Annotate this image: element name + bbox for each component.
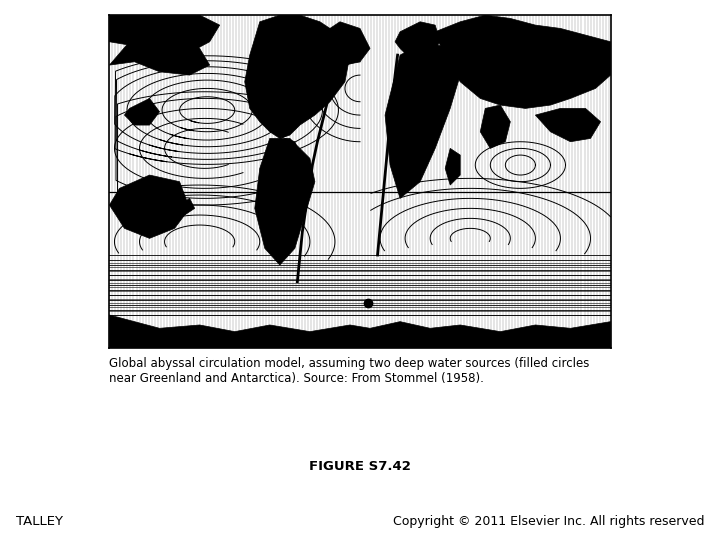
Polygon shape	[395, 22, 440, 62]
Polygon shape	[109, 175, 189, 238]
Polygon shape	[280, 138, 300, 165]
Polygon shape	[445, 148, 460, 185]
Polygon shape	[320, 22, 370, 65]
Text: Global abyssal circulation model, assuming two deep water sources (filled circle: Global abyssal circulation model, assumi…	[109, 357, 590, 386]
Text: FIGURE S7.42: FIGURE S7.42	[309, 460, 411, 473]
Polygon shape	[245, 15, 350, 138]
Text: TALLEY: TALLEY	[16, 515, 63, 528]
Polygon shape	[435, 15, 611, 109]
Polygon shape	[109, 315, 611, 348]
Polygon shape	[109, 15, 220, 55]
Polygon shape	[179, 198, 194, 215]
Polygon shape	[385, 42, 460, 198]
Polygon shape	[480, 105, 510, 148]
Text: Copyright © 2011 Elsevier Inc. All rights reserved: Copyright © 2011 Elsevier Inc. All right…	[392, 515, 704, 528]
Polygon shape	[125, 98, 160, 125]
Polygon shape	[255, 138, 315, 265]
Polygon shape	[109, 29, 210, 75]
Polygon shape	[536, 109, 600, 141]
